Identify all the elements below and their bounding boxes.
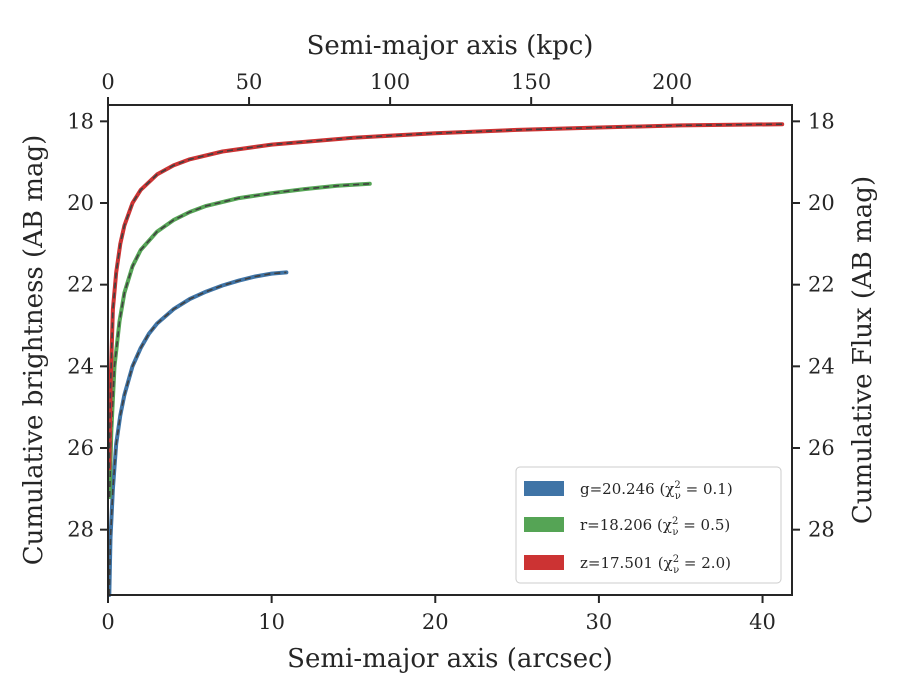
x-tick-label: 40 [749,610,776,634]
legend: g=20.246 (χ2 ν = 0.1) r=18.206 (χ2 ν = 0.5… [515,466,782,584]
top-x-axis-label: Semi-major axis (kpc) [307,31,594,61]
fit-line-r [108,183,370,498]
legend-entry-r: r=18.206 (χ2 ν = 0.5) [580,516,730,538]
legend-swatch-z [524,555,564,570]
right-y-tick-label: 24 [808,354,835,378]
fit-line-z [108,123,783,469]
plot-frame [107,104,793,596]
top-x-tick-label: 50 [236,70,263,94]
top-x-tick-label: 100 [370,70,410,94]
right-y-axis-label: Cumulative Flux (AB mag) [848,176,878,524]
y-tick-label: 28 [67,518,94,542]
y-tick-label: 18 [67,109,94,133]
top-x-tick-label: 0 [101,70,114,94]
lines-layer [107,122,785,597]
right-y-tick-label: 22 [808,273,835,297]
legend-box [515,466,782,584]
x-axis-label: Semi-major axis (arcsec) [287,644,613,674]
right-y-tick-label: 18 [808,109,835,133]
x-tick-label: 30 [586,610,613,634]
legend-swatch-g [524,481,564,496]
top-x-tick-label: 150 [511,70,551,94]
x-tick-label: 0 [101,610,114,634]
right-y-tick-label: 28 [808,518,835,542]
y-axis-label: Cumulative brightness (AB mag) [19,135,49,566]
x-tick-label: 10 [258,610,285,634]
fit-line-g [108,271,287,596]
x-tick-label: 20 [422,610,449,634]
ticks-layer: 0 10 20 30 40 0 50 100 150 200 18 20 22 24 26 28 18 20 22 2… [67,70,834,634]
y-tick-label: 22 [67,273,94,297]
right-y-tick-label: 20 [808,191,835,215]
y-tick-label: 24 [67,354,94,378]
top-x-tick-label: 200 [652,70,692,94]
legend-entry-g: g=20.246 (χ2 ν = 0.1) [580,480,733,502]
y-tick-label: 20 [67,191,94,215]
legend-swatch-r [524,517,564,532]
legend-entry-z: z=17.501 (χ2 ν = 2.0) [580,554,731,576]
right-y-tick-label: 26 [808,436,835,460]
y-tick-label: 26 [67,436,94,460]
